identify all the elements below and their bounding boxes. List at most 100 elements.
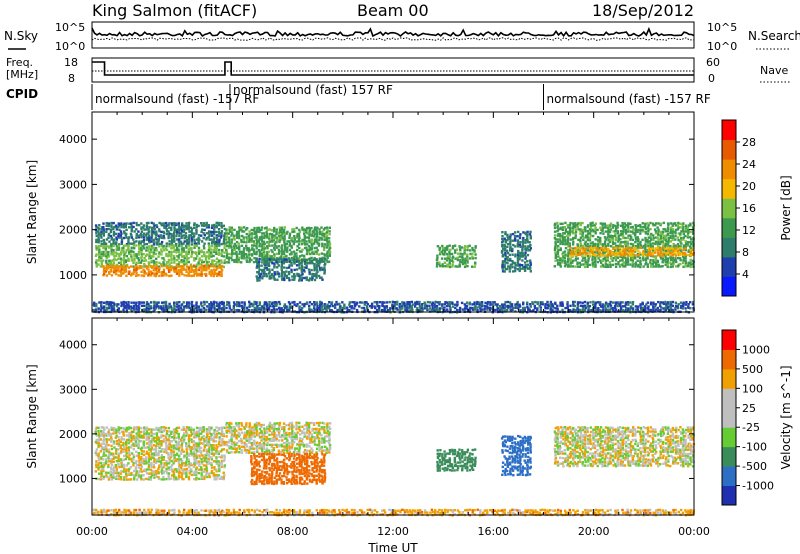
echo-cell (421, 304, 424, 307)
echo-cell (285, 274, 288, 277)
echo-cell (258, 254, 261, 258)
echo-cell (639, 261, 642, 264)
echo-cell (206, 305, 209, 308)
echo-cell (604, 224, 607, 227)
echo-cell (451, 263, 454, 266)
echo-cell (654, 242, 657, 246)
echo-cell (469, 249, 472, 252)
echo-cell (307, 268, 311, 271)
echo-cell (99, 476, 103, 479)
echo-cell (185, 303, 189, 306)
echo-cell (310, 234, 314, 237)
echo-cell (137, 230, 140, 233)
echo-cell (614, 244, 618, 248)
echo-cell (109, 261, 113, 265)
echo-cell (273, 228, 276, 232)
echo-cell (305, 228, 308, 231)
echo-cell (316, 249, 319, 252)
echo-cell (326, 240, 329, 243)
echo-cell (325, 306, 329, 310)
echo-cell (155, 232, 158, 235)
echo-cell (644, 248, 647, 251)
echo-cell (260, 238, 263, 242)
echo-cell (290, 239, 293, 242)
echo-cell (152, 463, 155, 466)
echo-cell (212, 238, 215, 241)
echo-cell (172, 236, 176, 239)
echo-cell (435, 262, 439, 266)
echo-cell (110, 467, 113, 471)
echo-cell (167, 265, 170, 268)
echo-cell (190, 240, 193, 243)
echo-cell (134, 270, 138, 273)
echo-cell (218, 251, 221, 254)
echo-cell (112, 472, 116, 475)
echo-cell (463, 248, 466, 251)
echo-cell (95, 238, 98, 242)
echo-cell (132, 221, 135, 225)
echo-cell (569, 263, 572, 266)
echo-cell (265, 304, 269, 308)
echo-cell (273, 242, 277, 245)
echo-cell (671, 300, 675, 304)
echo-cell (200, 270, 203, 274)
echo-cell (308, 230, 311, 233)
echo-cell (193, 269, 196, 272)
echo-cell (157, 470, 160, 473)
echo-cell (235, 236, 239, 239)
echo-cell (144, 234, 148, 237)
echo-cell (656, 242, 660, 245)
echo-cell (564, 221, 567, 225)
echo-cell (219, 236, 223, 239)
echo-cell (280, 268, 283, 271)
echo-cell (634, 224, 637, 227)
echo-cell (619, 306, 623, 309)
echo-cell (278, 237, 282, 240)
echo-cell (142, 457, 145, 461)
echo-cell (220, 267, 223, 270)
echo-cell (320, 252, 324, 255)
echo-cell (679, 253, 682, 256)
echo-cell (187, 257, 190, 260)
echo-cell (456, 303, 459, 306)
echo-cell (313, 250, 317, 253)
echo-cell (508, 253, 511, 257)
echo-cell (177, 308, 181, 311)
echo-cell (644, 243, 647, 246)
echo-cell (258, 245, 261, 248)
echo-cell (139, 460, 143, 463)
echo-cell (621, 251, 624, 255)
echo-cell (147, 265, 150, 268)
echo-cell (102, 222, 105, 225)
echo-cell (178, 228, 181, 231)
echo-cell (285, 248, 289, 251)
echo-cell (466, 258, 469, 262)
echo-cell (642, 309, 645, 312)
echo-cell (138, 432, 141, 436)
echo-cell (150, 266, 154, 269)
echo-cell (514, 231, 517, 234)
echo-cell (315, 238, 318, 242)
echo-cell (105, 238, 109, 241)
echo-cell (504, 231, 507, 234)
echo-cell (464, 245, 467, 248)
echo-cell (361, 301, 364, 304)
echo-cell (305, 252, 309, 256)
echo-cell (130, 249, 133, 252)
echo-cell (674, 259, 677, 262)
echo-cell (272, 239, 276, 242)
echo-cell (343, 303, 346, 306)
echo-cell (130, 471, 133, 475)
echo-cell (110, 248, 113, 252)
echo-cell (140, 461, 143, 465)
echo-cell (509, 303, 512, 306)
echo-cell (295, 226, 298, 230)
echo-cell (666, 222, 670, 225)
echo-cell (313, 303, 317, 306)
echo-cell (241, 234, 244, 238)
echo-cell (150, 428, 153, 431)
echo-cell (113, 254, 116, 258)
echo-cell (208, 253, 211, 256)
echo-cell (105, 458, 108, 461)
echo-cell (100, 227, 103, 231)
